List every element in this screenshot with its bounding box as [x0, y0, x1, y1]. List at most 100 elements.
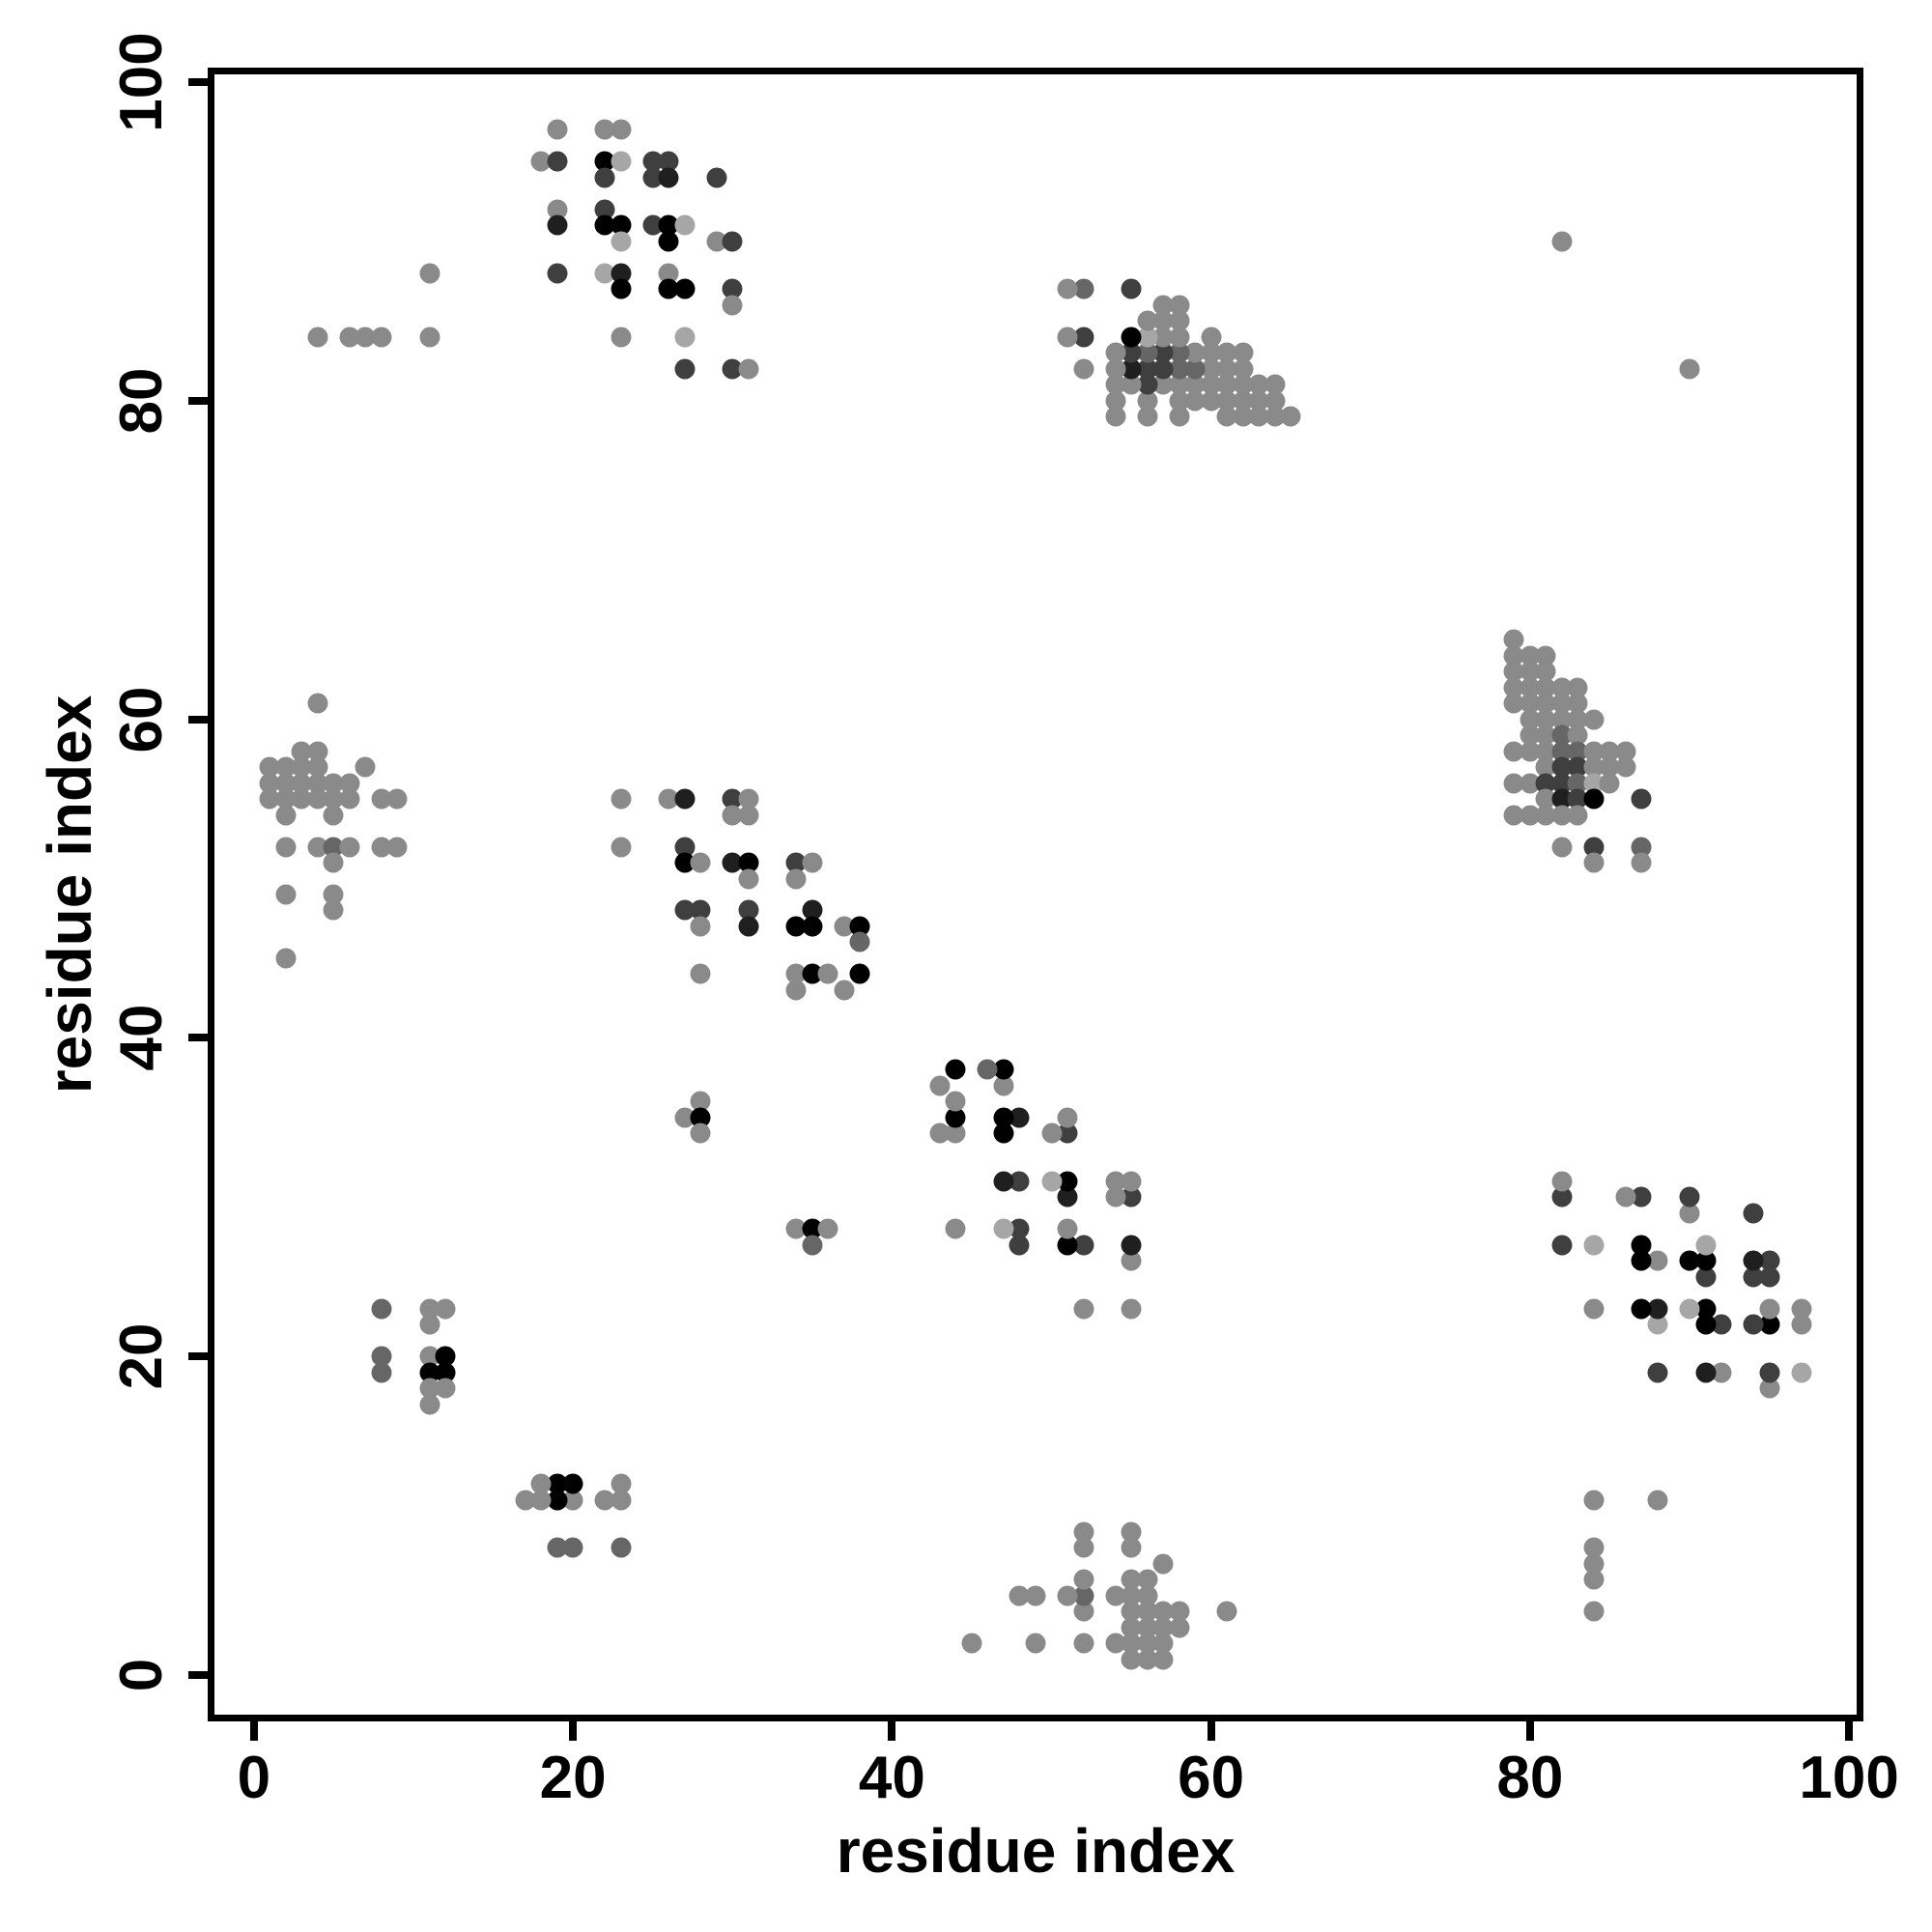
data-point: [1551, 756, 1573, 778]
data-point: [1105, 1186, 1126, 1208]
data-point: [674, 899, 696, 921]
data-point: [1567, 756, 1588, 778]
data-point: [1695, 1266, 1717, 1288]
data-point: [275, 837, 297, 858]
data-point: [1233, 342, 1254, 363]
data-point: [1248, 390, 1269, 412]
data-point: [562, 1537, 583, 1558]
data-point: [1583, 1537, 1605, 1558]
data-point: [1073, 278, 1094, 299]
data-point: [1791, 1362, 1812, 1383]
data-point: [993, 1075, 1014, 1096]
data-point: [611, 327, 632, 348]
data-point: [1121, 1521, 1142, 1543]
data-point: [1615, 741, 1636, 762]
data-point: [1551, 1171, 1573, 1192]
x-tick-mark: [249, 1721, 258, 1741]
data-point: [1201, 327, 1222, 348]
y-tick-mark: [188, 1671, 208, 1680]
data-point: [1551, 724, 1573, 746]
x-tick-label: 80: [1496, 1745, 1564, 1811]
data-point: [323, 788, 344, 810]
data-point: [371, 1362, 392, 1383]
data-point: [1169, 310, 1190, 331]
data-point: [530, 1473, 552, 1494]
data-point: [1057, 1235, 1078, 1256]
data-point: [1280, 406, 1301, 427]
data-point: [1647, 1490, 1668, 1511]
data-point: [339, 788, 360, 810]
data-point: [1105, 358, 1126, 380]
data-point: [419, 1394, 440, 1415]
data-point: [674, 358, 696, 380]
data-point: [738, 852, 759, 873]
data-point: [1105, 1633, 1126, 1654]
data-point: [674, 837, 696, 858]
data-point: [785, 868, 807, 889]
data-point: [1184, 390, 1206, 412]
data-point: [1631, 788, 1652, 810]
data-point: [1073, 358, 1094, 380]
data-point: [1009, 1171, 1030, 1192]
data-point: [1105, 1585, 1126, 1606]
data-point: [738, 805, 759, 826]
data-point: [1121, 1186, 1142, 1208]
data-point: [1073, 1585, 1094, 1606]
data-point: [1679, 358, 1700, 380]
data-point: [1073, 327, 1094, 348]
data-point: [642, 214, 664, 236]
data-point: [849, 963, 870, 984]
data-point: [642, 151, 664, 172]
data-point: [291, 741, 312, 762]
data-point: [1009, 1107, 1030, 1128]
data-point: [259, 773, 280, 794]
data-point: [323, 773, 344, 794]
data-point: [1121, 1298, 1142, 1320]
data-point: [275, 788, 297, 810]
data-point: [530, 1490, 552, 1511]
data-point: [1264, 406, 1286, 427]
data-point: [1152, 1617, 1174, 1638]
data-point: [594, 214, 615, 236]
data-point: [785, 1218, 807, 1239]
data-point: [307, 788, 328, 810]
data-point: [1073, 1601, 1094, 1622]
data-point: [1551, 741, 1573, 762]
data-point: [1152, 1633, 1174, 1654]
data-point: [1535, 805, 1556, 826]
data-point: [738, 899, 759, 921]
data-point: [611, 214, 632, 236]
data-point: [1567, 709, 1588, 730]
data-point: [722, 788, 743, 810]
data-point: [1233, 358, 1254, 380]
data-point: [1583, 1235, 1605, 1256]
data-point: [1551, 709, 1573, 730]
data-point: [275, 756, 297, 778]
data-point: [1169, 406, 1190, 427]
data-point: [993, 1059, 1014, 1080]
data-point: [1137, 1569, 1158, 1590]
data-point: [1503, 773, 1524, 794]
data-point: [834, 916, 855, 937]
data-point: [1695, 1298, 1717, 1320]
y-tick-mark: [188, 77, 208, 86]
data-point: [275, 773, 297, 794]
y-tick-label: 40: [108, 1004, 175, 1071]
data-point: [323, 899, 344, 921]
data-point: [690, 1122, 711, 1144]
data-point: [1025, 1585, 1046, 1606]
data-point: [1137, 358, 1158, 380]
data-point: [386, 788, 408, 810]
data-point: [1535, 645, 1556, 667]
data-point: [1583, 741, 1605, 762]
data-point: [1759, 1266, 1780, 1288]
data-point: [785, 963, 807, 984]
x-tick-label: 20: [539, 1745, 607, 1811]
data-point: [674, 1107, 696, 1128]
data-point: [419, 327, 440, 348]
data-point: [785, 916, 807, 937]
data-point: [339, 837, 360, 858]
data-point: [371, 1298, 392, 1320]
data-point: [1137, 390, 1158, 412]
